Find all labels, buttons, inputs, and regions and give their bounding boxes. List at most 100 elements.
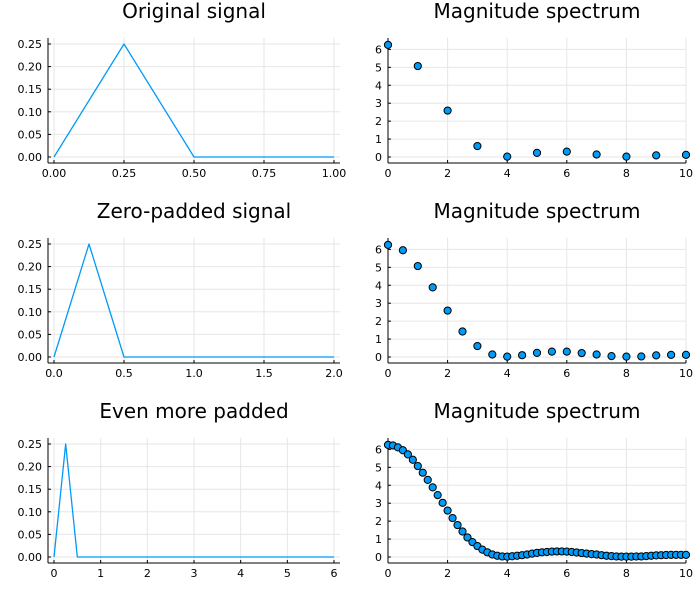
y-tick-label: 3 <box>375 497 382 510</box>
x-tick-label: 1.0 <box>185 367 203 380</box>
data-point <box>413 261 422 271</box>
x-tick-label: 4 <box>504 567 511 580</box>
x-tick-label: 4 <box>237 567 244 580</box>
x-tick-label: 0.5 <box>115 367 133 380</box>
x-tick-label: 0 <box>51 567 58 580</box>
y-tick-label: 6 <box>375 243 382 256</box>
y-tick-label: 1 <box>375 333 382 346</box>
data-point <box>443 306 452 315</box>
y-tick-label: 0 <box>375 151 382 164</box>
x-tick-label: 0 <box>385 367 392 380</box>
data-point <box>443 506 452 515</box>
x-tick-label: 3 <box>191 567 198 580</box>
y-tick-label: 0.00 <box>18 551 43 564</box>
y-tick-label: 6 <box>375 43 382 56</box>
data-point <box>681 550 691 559</box>
x-tick-label: 6 <box>331 567 338 580</box>
subplot-title: Magnitude spectrum <box>434 399 641 423</box>
data-point <box>577 348 586 358</box>
y-tick-label: 5 <box>375 61 382 74</box>
x-tick-label: 1.5 <box>255 367 273 380</box>
subplot-3: Zero-padded signal 0.0 0.5 1.0 1.5 2.0 0.00 0.0… <box>18 199 343 380</box>
x-tick-label: 8 <box>623 567 630 580</box>
y-tick-label: 3 <box>375 97 382 110</box>
gridlines <box>48 438 340 563</box>
data-point <box>532 348 542 357</box>
x-tick-label: 6 <box>563 567 570 580</box>
y-tick-label: 2 <box>375 315 382 328</box>
y-tick-label: 0.05 <box>18 128 43 141</box>
data-point <box>383 40 393 49</box>
data-point <box>458 527 467 536</box>
data-point <box>473 141 482 151</box>
x-tick-label: 6 <box>563 367 570 380</box>
data-point <box>403 450 412 459</box>
x-tick-label: 4 <box>504 167 511 180</box>
x-tick-label: 10 <box>679 167 693 180</box>
data-point <box>652 151 661 160</box>
gridlines <box>48 238 340 363</box>
data-point <box>652 351 661 360</box>
series-line <box>53 43 334 158</box>
x-tick-label: 2 <box>444 167 451 180</box>
data-point <box>607 352 616 361</box>
y-tick-label: 0.05 <box>18 528 43 541</box>
gridlines <box>387 238 687 363</box>
data-point <box>622 152 631 161</box>
y-tick-label: 0.15 <box>18 283 43 296</box>
subplot-title: Magnitude spectrum <box>434 0 641 23</box>
data-point <box>562 147 571 156</box>
subplot-6: Magnitude spectrum 0 2 4 6 8 10 0 1 2 3 4 5 6 <box>375 399 693 580</box>
data-point <box>443 106 452 115</box>
y-tick-label: 2 <box>375 115 382 128</box>
y-tick-label: 0.20 <box>18 61 43 74</box>
y-tick-label: 0.00 <box>18 151 43 164</box>
y-tick-label: 5 <box>375 461 382 474</box>
x-tick-label: 5 <box>284 567 291 580</box>
data-point <box>503 152 512 161</box>
y-tick-label: 1 <box>375 533 382 546</box>
x-tick-label: 10 <box>679 367 693 380</box>
y-tick-label: 1 <box>375 133 382 146</box>
x-tick-label: 2 <box>444 367 451 380</box>
y-tick-label: 3 <box>375 297 382 310</box>
data-point <box>423 475 432 484</box>
data-point <box>418 468 427 477</box>
data-point <box>518 351 527 360</box>
data-point <box>428 283 437 292</box>
data-point <box>622 352 631 361</box>
x-tick-label: 2.0 <box>325 367 343 380</box>
y-tick-label: 5 <box>375 261 382 274</box>
data-point <box>473 341 482 351</box>
data-point <box>592 350 601 359</box>
y-tick-label: 6 <box>375 443 382 456</box>
data-point <box>448 513 457 523</box>
subplot-title: Magnitude spectrum <box>434 199 641 223</box>
series-line <box>53 243 334 358</box>
y-tick-label: 0.25 <box>18 438 43 451</box>
x-tick-label: 2 <box>444 567 451 580</box>
y-tick-label: 4 <box>375 79 382 92</box>
y-tick-label: 0.25 <box>18 238 43 251</box>
data-point <box>547 347 557 356</box>
data-point <box>408 455 417 464</box>
x-tick-label: 0 <box>385 567 392 580</box>
y-tick-label: 2 <box>375 515 382 528</box>
x-tick-label: 4 <box>504 367 511 380</box>
subplot-title: Even more padded <box>99 399 288 423</box>
data-point <box>438 498 447 507</box>
gridlines <box>387 438 687 563</box>
x-tick-label: 0.50 <box>182 167 207 180</box>
y-tick-label: 0 <box>375 351 382 364</box>
subplot-1: Original signal 0.00 0.25 0.50 0.75 1.00 0.00 0… <box>18 0 347 180</box>
data-point <box>458 327 467 336</box>
x-tick-label: 2 <box>144 567 151 580</box>
data-point <box>503 352 512 361</box>
y-tick-label: 0.10 <box>18 506 43 519</box>
data-point <box>592 150 601 159</box>
y-tick-label: 4 <box>375 279 382 292</box>
data-point <box>488 350 497 359</box>
subplot-5: Even more padded 0 1 2 3 4 5 6 0.00 0.05 0.10 0.15 0… <box>18 399 340 580</box>
gridlines <box>387 38 687 163</box>
